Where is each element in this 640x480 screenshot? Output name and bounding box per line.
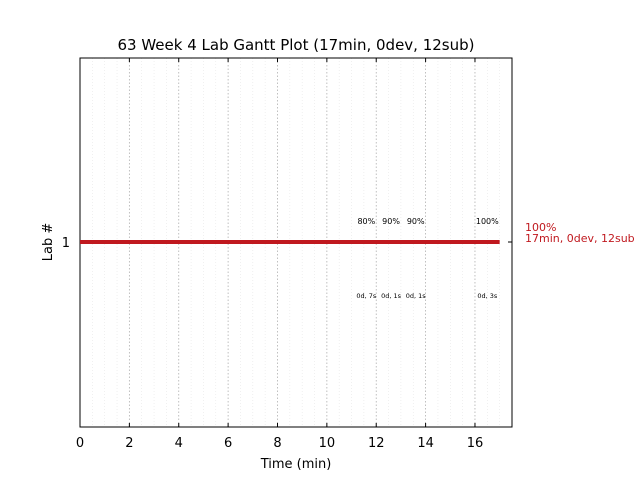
gantt-bars xyxy=(80,240,500,244)
x-tick-label: 0 xyxy=(76,436,84,451)
x-tick-label: 12 xyxy=(368,436,385,451)
x-tick-label: 8 xyxy=(273,436,281,451)
side-label-percent: 100% xyxy=(525,221,556,234)
percent-annotation: 80% xyxy=(357,217,375,226)
x-tick-label: 4 xyxy=(175,436,183,451)
y-axis-label: Lab # xyxy=(41,223,56,262)
x-tick-label: 14 xyxy=(417,436,434,451)
time-annotation: 0d, 1s xyxy=(406,292,427,300)
x-tick-label: 16 xyxy=(467,436,484,451)
gantt-bar-lab-1 xyxy=(80,240,500,244)
x-tick-label: 2 xyxy=(125,436,133,451)
x-axis-label: Time (min) xyxy=(260,457,332,472)
time-annotation: 0d, 3s xyxy=(477,292,498,300)
time-annotation: 0d, 1s xyxy=(381,292,402,300)
x-tick-label: 6 xyxy=(224,436,232,451)
time-annotation: 0d, 7s xyxy=(356,292,377,300)
chart-title: 63 Week 4 Lab Gantt Plot (17min, 0dev, 1… xyxy=(117,36,474,54)
x-axis-ticks: 0 2 4 6 8 10 12 14 16 xyxy=(76,58,483,451)
percent-annotation: 90% xyxy=(382,217,400,226)
bar-annotations: 80% 90% 90% 100% 0d, 7s 0d, 1s 0d, 1s 0d, 3s xyxy=(356,217,499,300)
side-label-summary: 17min, 0dev, 12sub xyxy=(525,232,635,245)
y-tick-label: 1 xyxy=(62,236,70,251)
percent-annotation: 90% xyxy=(407,217,425,226)
x-tick-label: 10 xyxy=(319,436,336,451)
percent-annotation: 100% xyxy=(476,217,499,226)
